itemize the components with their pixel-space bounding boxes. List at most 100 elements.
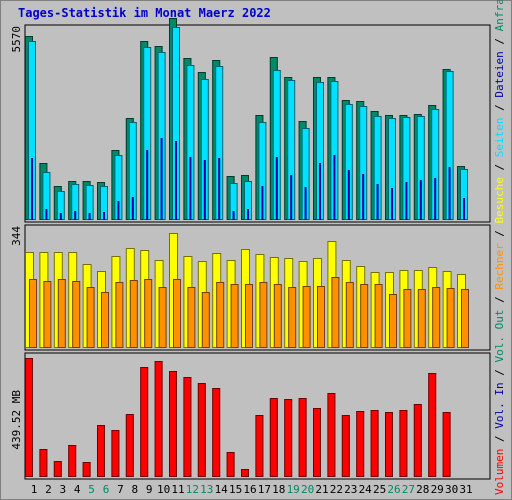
bar-volumen-24-outline bbox=[356, 411, 365, 477]
bar-dateien-2 bbox=[42, 172, 51, 220]
bar-volumen-10-outline bbox=[154, 361, 163, 477]
bar-dateien-14 bbox=[215, 66, 224, 220]
bar-rechner-11-outline bbox=[173, 279, 181, 348]
bar-rechner-20 bbox=[302, 286, 311, 348]
bar-dateien-24 bbox=[359, 106, 368, 220]
bar-volumen-6 bbox=[97, 425, 105, 477]
bar-volumen-2 bbox=[39, 449, 48, 477]
legend-separator: / bbox=[493, 31, 506, 51]
tick-label-4: 4 bbox=[74, 483, 81, 496]
bar-volumen-20-outline bbox=[298, 398, 307, 477]
bar-volumen-13 bbox=[197, 383, 206, 477]
tick-label-12: 12 bbox=[186, 483, 199, 496]
bar-seiten-20 bbox=[304, 187, 307, 220]
bar-seiten-16 bbox=[247, 209, 249, 220]
bar-rechner-24 bbox=[360, 284, 369, 348]
bar-volumen-28-outline bbox=[413, 404, 422, 477]
bar-seiten-18 bbox=[275, 157, 278, 220]
bar-dateien-22 bbox=[330, 81, 339, 220]
bar-dateien-29 bbox=[431, 109, 440, 220]
bar-dateien-11 bbox=[172, 27, 180, 220]
bar-rechner-4 bbox=[72, 281, 81, 348]
bar-dateien-30 bbox=[445, 71, 454, 220]
bar-volumen-17 bbox=[255, 415, 264, 477]
tick-label-15: 15 bbox=[229, 483, 242, 496]
bar-volumen-9 bbox=[140, 367, 149, 477]
bar-rechner-21 bbox=[317, 286, 325, 348]
bar-rechner-4-outline bbox=[72, 281, 81, 348]
bar-dateien-19 bbox=[287, 80, 296, 220]
bar-rechner-12 bbox=[187, 287, 196, 348]
bar-seiten-3 bbox=[59, 213, 62, 220]
bar-volumen-10 bbox=[154, 361, 163, 477]
bar-rechner-2-outline bbox=[43, 281, 52, 348]
bar-seiten-28 bbox=[419, 180, 422, 220]
bar-dateien-31 bbox=[460, 169, 468, 220]
bar-dateien-13 bbox=[200, 79, 209, 220]
ymax-label-volume: 439.52 MB bbox=[10, 390, 23, 450]
legend-rechner: Rechner bbox=[493, 243, 506, 290]
tick-label-13: 13 bbox=[200, 483, 213, 496]
bar-rechner-3-outline bbox=[57, 279, 66, 348]
bar-volumen-29 bbox=[428, 373, 437, 477]
bar-rechner-30-outline bbox=[446, 288, 455, 348]
bar-volumen-26 bbox=[385, 412, 393, 477]
bar-volumen-26-outline bbox=[385, 412, 393, 477]
bar-rechner-22 bbox=[331, 277, 340, 348]
tick-label-20: 20 bbox=[301, 483, 314, 496]
tick-label-18: 18 bbox=[272, 483, 285, 496]
bar-seiten-5 bbox=[88, 213, 91, 220]
bar-rechner-25-outline bbox=[374, 284, 383, 348]
bar-rechner-15 bbox=[230, 284, 239, 348]
bar-volumen-13-outline bbox=[197, 383, 206, 477]
bar-dateien-18 bbox=[272, 70, 281, 220]
legend-separator: / bbox=[493, 223, 506, 243]
bar-volumen-12 bbox=[183, 377, 192, 477]
bar-seiten-31 bbox=[463, 198, 465, 220]
bar-dateien-7 bbox=[114, 155, 123, 220]
tick-label-17: 17 bbox=[258, 483, 271, 496]
bar-seiten-26 bbox=[391, 188, 393, 220]
bar-dateien-23 bbox=[344, 104, 353, 220]
bar-dateien-6 bbox=[100, 186, 108, 220]
bar-volumen-22 bbox=[327, 393, 336, 477]
bar-volumen-25 bbox=[370, 410, 379, 477]
tick-label-6: 6 bbox=[103, 483, 110, 496]
legend-vol-in: Vol. In bbox=[493, 382, 506, 428]
bar-seiten-4 bbox=[74, 211, 77, 220]
bar-rechner-10-outline bbox=[158, 287, 167, 348]
bar-rechner-17 bbox=[259, 282, 268, 348]
bar-dateien-21 bbox=[316, 82, 324, 220]
bar-rechner-14-outline bbox=[216, 282, 225, 348]
bar-rechner-29-outline bbox=[432, 287, 441, 348]
bar-rechner-13 bbox=[201, 292, 210, 348]
bar-volumen-3 bbox=[53, 461, 62, 477]
bar-dateien-27 bbox=[402, 117, 411, 220]
bar-volumen-20 bbox=[298, 398, 307, 477]
bar-volumen-30-outline bbox=[442, 412, 451, 477]
tick-label-19: 19 bbox=[287, 483, 300, 496]
bar-rechner-10 bbox=[158, 287, 167, 348]
tick-label-1: 1 bbox=[31, 483, 38, 496]
tick-label-9: 9 bbox=[146, 483, 153, 496]
legend-anfragen: Anfragen bbox=[493, 0, 506, 31]
bar-volumen-14 bbox=[212, 388, 221, 477]
bar-seiten-29 bbox=[434, 178, 437, 220]
tick-label-29: 29 bbox=[431, 483, 444, 496]
bar-volumen-1 bbox=[25, 358, 33, 477]
bar-rechner-26 bbox=[389, 294, 397, 348]
bar-seiten-21 bbox=[319, 163, 321, 220]
bar-volumen-11-outline bbox=[169, 371, 177, 477]
bar-volumen-19 bbox=[284, 399, 293, 477]
bar-volumen-24 bbox=[356, 411, 365, 477]
bar-volumen-3-outline bbox=[53, 461, 62, 477]
bar-rechner-16-outline bbox=[245, 284, 253, 348]
bar-volumen-23-outline bbox=[341, 415, 350, 477]
bar-seiten-13 bbox=[203, 160, 206, 220]
tick-label-31: 31 bbox=[459, 483, 472, 496]
bar-dateien-12 bbox=[186, 65, 195, 220]
bar-rechner-16 bbox=[245, 284, 253, 348]
bar-dateien-4 bbox=[71, 184, 80, 220]
bar-rechner-11 bbox=[173, 279, 181, 348]
